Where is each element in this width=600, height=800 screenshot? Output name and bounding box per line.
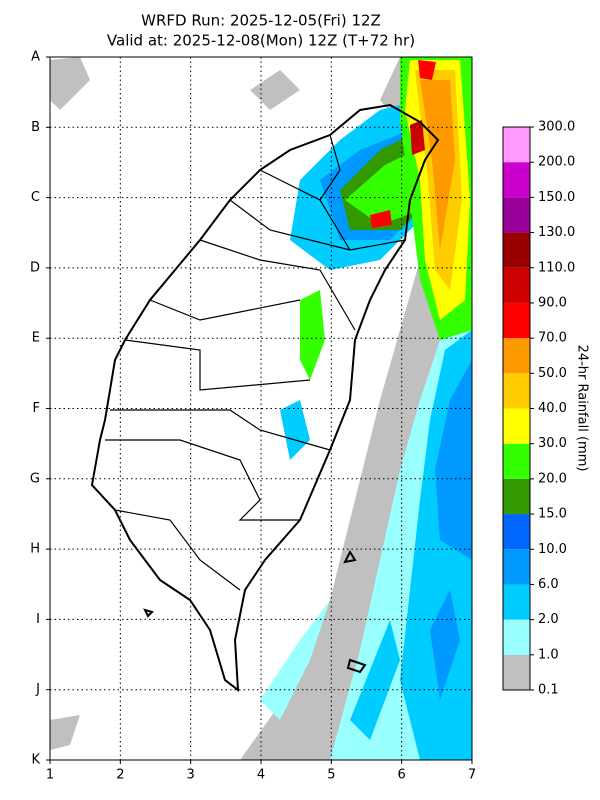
- column-label: 2: [116, 768, 124, 783]
- colorbar-label: 90.0: [538, 295, 567, 310]
- column-label: 7: [468, 768, 476, 783]
- column-label: 6: [398, 768, 406, 783]
- colorbar-label: 150.0: [538, 190, 575, 205]
- colorbar: 0.1 1.0 2.0 6.0 10.0 15.0 20.0 30.0 40.0 50.0 70.0…: [502, 120, 575, 698]
- colorbar-label: 300.0: [538, 120, 575, 135]
- title-line: WRFD Run: 2025-12-05(Fri) 12Z: [141, 12, 381, 30]
- column-label: 4: [257, 768, 265, 783]
- colorbar-segment: [503, 443, 530, 479]
- rainfall-field: [50, 57, 472, 760]
- row-label: H: [30, 542, 40, 557]
- row-label: A: [31, 50, 40, 65]
- colorbar-segment: [503, 549, 530, 585]
- row-label: B: [31, 120, 40, 135]
- grid: A B C D E F G H I J K1 2 3 4 5 6 7: [30, 50, 476, 783]
- colorbar-label: 2.0: [538, 612, 559, 627]
- colorbar-segment: [503, 267, 530, 303]
- colorbar-label: 6.0: [538, 577, 559, 592]
- colorbar-segment: [503, 127, 530, 163]
- colorbar-label: 130.0: [538, 225, 575, 240]
- row-label: G: [30, 471, 40, 486]
- row-label: F: [33, 401, 40, 416]
- column-label: 3: [187, 768, 195, 783]
- colorbar-segment: [503, 619, 530, 655]
- column-label: 1: [46, 768, 54, 783]
- row-label: E: [32, 331, 40, 346]
- colorbar-segment: [503, 373, 530, 409]
- row-label: D: [30, 260, 40, 275]
- title-line: Valid at: 2025-12-08(Mon) 12Z (T+72 hr): [107, 32, 415, 50]
- colorbar-segment: [503, 162, 530, 198]
- colorbar-segment: [503, 408, 530, 444]
- colorbar-title: 24-hr Rainfall (mm): [575, 345, 590, 472]
- colorbar-label: 50.0: [538, 366, 567, 381]
- row-label: K: [31, 753, 40, 768]
- colorbar-segment: [503, 232, 530, 268]
- colorbar-segment: [503, 478, 530, 515]
- colorbar-segment: [503, 654, 530, 690]
- colorbar-segment: [503, 302, 530, 339]
- colorbar-label: 10.0: [538, 542, 567, 557]
- row-label: I: [36, 612, 40, 627]
- colorbar-label: 30.0: [538, 436, 567, 451]
- colorbar-segment: [503, 197, 530, 233]
- coastline: [90, 103, 440, 693]
- colorbar-label: 40.0: [538, 401, 567, 416]
- colorbar-segment: [503, 514, 530, 550]
- map-frame: [49, 56, 473, 761]
- row-label: J: [35, 682, 40, 697]
- colorbar-label: 0.1: [538, 683, 559, 698]
- colorbar-segment: [503, 338, 530, 374]
- county-boundaries: [105, 134, 406, 591]
- colorbar-label: 70.0: [538, 331, 567, 346]
- row-label: C: [31, 190, 40, 205]
- colorbar-label: 110.0: [538, 260, 575, 275]
- column-label: 5: [327, 768, 335, 783]
- colorbar-label: 200.0: [538, 155, 575, 170]
- colorbar-label: 20.0: [538, 471, 567, 486]
- colorbar-label: 15.0: [538, 507, 567, 522]
- colorbar-segment: [503, 584, 530, 620]
- colorbar-label: 1.0: [538, 647, 559, 662]
